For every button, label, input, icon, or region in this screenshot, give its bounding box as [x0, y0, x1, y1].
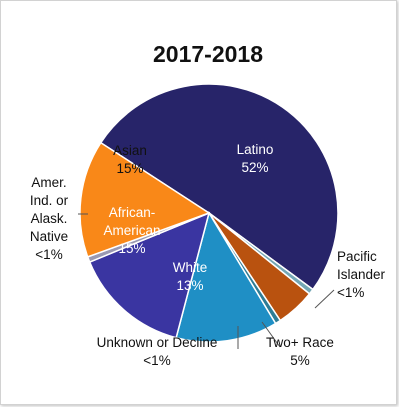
pie-slice-asian	[79, 141, 211, 258]
pie-slices	[79, 83, 339, 343]
slice-label-latino: Latino 52%	[237, 142, 274, 175]
slice-label-white: White 13%	[173, 260, 208, 293]
leader-line-pacific-islander	[314, 289, 335, 309]
leader-line-two-race	[261, 321, 281, 348]
slice-label-pacific-islander: Pacific Islander <1%	[337, 249, 386, 300]
pie-slice-latino	[99, 83, 339, 291]
chart-title: 2017-2018	[153, 41, 263, 67]
pie-slice-african-american	[88, 211, 211, 339]
leader-lines	[78, 213, 335, 349]
slice-label-unknown-or-decline: Unknown or Decline <1%	[97, 335, 218, 368]
slice-label-two-race: Two+ Race 5%	[266, 335, 334, 368]
slice-labels: Latino 52% Pacific Islander <1% Two+ Race 5% Un…	[30, 142, 386, 368]
slice-label-asian: Asian 15%	[113, 143, 147, 176]
slice-label-african-american: African-American 15%	[103, 205, 160, 256]
slice-label-amer-ind-or-alask-native: Amer. Ind. or Alask. Native <1%	[30, 175, 69, 262]
